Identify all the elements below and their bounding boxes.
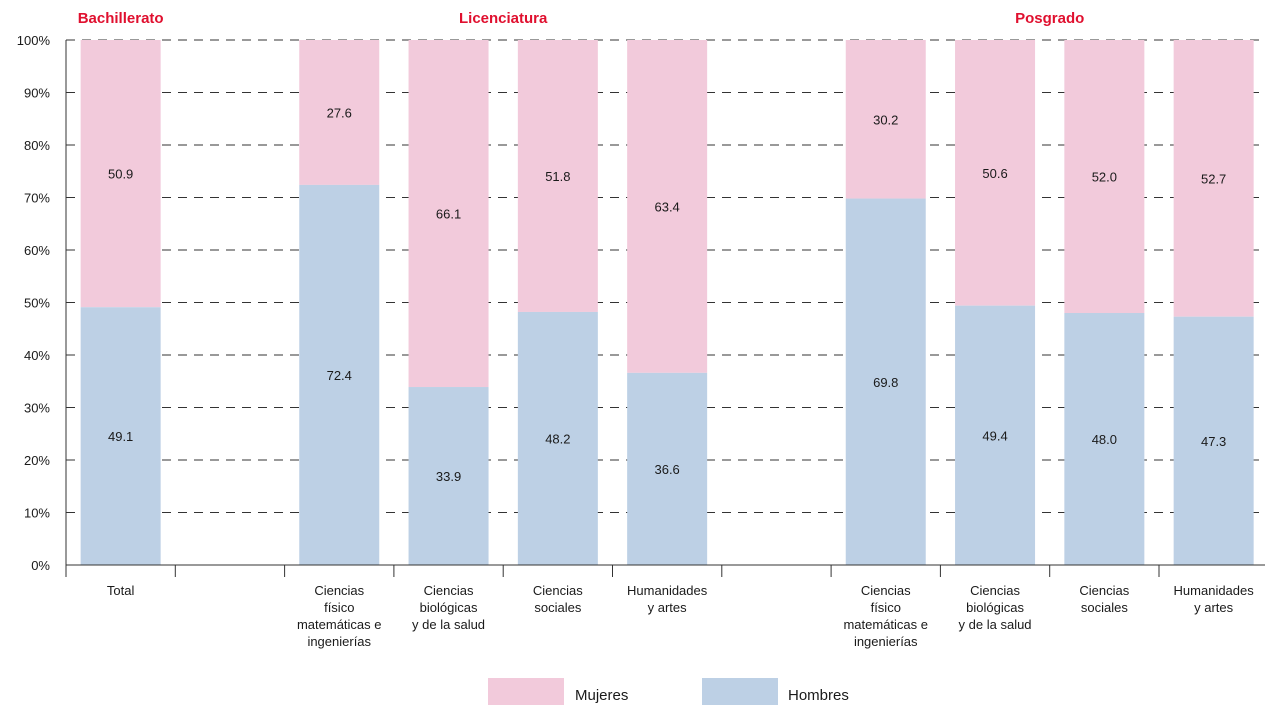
bar-hombres (1064, 313, 1145, 565)
bar-mujeres (1064, 40, 1145, 313)
bar-mujeres (955, 40, 1036, 306)
x-category-label: y de la salud (412, 617, 485, 632)
group-title: Posgrado (1015, 10, 1084, 27)
value-label-mujeres: 50.9 (108, 167, 133, 182)
x-category-label: biológicas (420, 600, 478, 615)
y-tick-label: 20% (24, 453, 50, 468)
value-label-mujeres: 66.1 (436, 207, 461, 222)
value-label-hombres: 49.4 (982, 428, 1007, 443)
x-category-label: y artes (1194, 600, 1234, 615)
value-label-hombres: 49.1 (108, 429, 133, 444)
bar-mujeres (517, 40, 598, 312)
bar-mujeres (1173, 40, 1254, 317)
x-category-label: Ciencias (533, 583, 583, 598)
bar-mujeres (627, 40, 708, 373)
bar-hombres (627, 372, 708, 565)
x-category-label: sociales (1081, 600, 1128, 615)
value-label-hombres: 69.8 (873, 375, 898, 390)
x-category-label: Humanidades (627, 583, 708, 598)
legend-label-hombres: Hombres (788, 687, 849, 704)
bars: 49.1 50.9 72.4 27.6 33.9 66.1 48.2 51.8 36.6 63.4… (80, 40, 1254, 566)
x-category-label: Total (107, 583, 135, 598)
value-label-hombres: 48.2 (545, 431, 570, 446)
group-title: Bachillerato (78, 10, 164, 27)
bar-hombres (299, 184, 380, 565)
y-tick-label: 0% (31, 558, 50, 573)
bar-mujeres (408, 40, 489, 388)
value-label-mujeres: 51.8 (545, 169, 570, 184)
x-category-label: matemáticas e (843, 617, 928, 632)
x-category-label: y de la salud (959, 617, 1032, 632)
y-tick-label: 100% (17, 33, 51, 48)
bar-hombres (517, 311, 598, 565)
y-tick-label: 50% (24, 296, 50, 311)
value-label-mujeres: 30.2 (873, 112, 898, 127)
group-title: Licenciatura (459, 10, 548, 27)
value-label-mujeres: 63.4 (654, 199, 679, 214)
y-tick-label: 60% (24, 243, 50, 258)
value-label-hombres: 47.3 (1201, 434, 1226, 449)
bar-mujeres (845, 40, 926, 199)
bar-hombres (955, 305, 1036, 565)
x-category-label: físico (324, 600, 354, 615)
x-category-label: Ciencias (1079, 583, 1129, 598)
x-category-label: Ciencias (314, 583, 364, 598)
value-label-hombres: 36.6 (654, 462, 679, 477)
x-category-label: físico (871, 600, 901, 615)
value-label-mujeres: 27.6 (327, 105, 352, 120)
bar-hombres (1173, 316, 1254, 565)
x-category-label: Ciencias (861, 583, 911, 598)
legend-swatch-hombres (702, 678, 778, 705)
y-tick-label: 90% (24, 86, 50, 101)
bar-hombres (408, 387, 489, 565)
x-category-label: y artes (648, 600, 688, 615)
value-label-mujeres: 52.0 (1092, 170, 1117, 185)
value-label-hombres: 33.9 (436, 469, 461, 484)
value-label-mujeres: 52.7 (1201, 171, 1226, 186)
y-tick-label: 30% (24, 401, 50, 416)
axes: 0% 10% 20% 30% 40% 50% 60% 70% 80% 90% 100% Total Ci… (17, 33, 1265, 649)
bar-mujeres (299, 40, 380, 185)
x-category-label: ingenierías (854, 634, 918, 649)
y-tick-label: 10% (24, 506, 50, 521)
y-tick-label: 70% (24, 191, 50, 206)
group-titles: Bachillerato Licenciatura Posgrado (78, 10, 1085, 27)
legend: Mujeres Hombres (488, 678, 849, 705)
x-category-label: ingenierías (307, 634, 371, 649)
y-tick-label: 80% (24, 138, 50, 153)
value-label-mujeres: 50.6 (982, 166, 1007, 181)
legend-swatch-mujeres (488, 678, 564, 705)
legend-label-mujeres: Mujeres (575, 687, 628, 704)
bar-mujeres (80, 40, 161, 308)
y-tick-label: 40% (24, 348, 50, 363)
x-category-label: matemáticas e (297, 617, 382, 632)
x-category-label: Ciencias (970, 583, 1020, 598)
bar-hombres (845, 198, 926, 566)
bar-hombres (80, 307, 161, 565)
x-category-label: Ciencias (424, 583, 474, 598)
x-category-label: Humanidades (1174, 583, 1255, 598)
x-category-label: sociales (534, 600, 581, 615)
x-category-label: biológicas (966, 600, 1024, 615)
value-label-hombres: 48.0 (1092, 432, 1117, 447)
value-label-hombres: 72.4 (327, 368, 352, 383)
